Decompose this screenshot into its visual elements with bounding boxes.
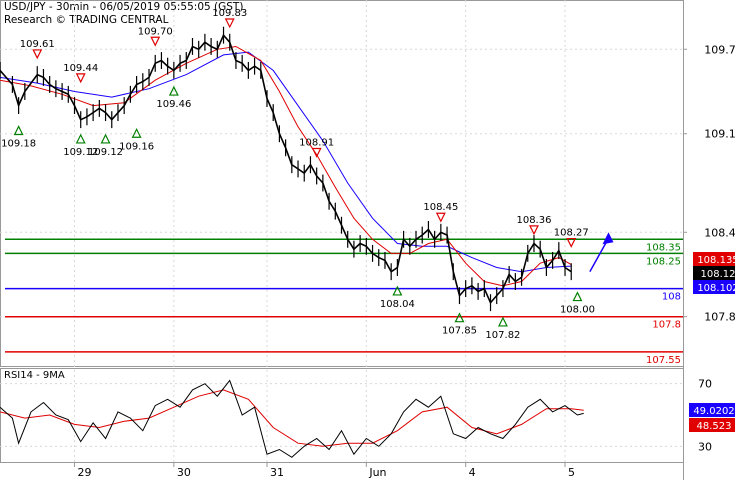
swing-low-label: 109.12	[88, 147, 123, 158]
time-tick-label: 31	[270, 466, 284, 479]
swing-low-label: 108.00	[560, 305, 595, 316]
chart-subtitle: Research © TRADING CENTRAL	[4, 14, 169, 26]
price-tick-label: 108.4	[704, 226, 735, 239]
swing-low-label: 109.18	[1, 138, 36, 149]
swing-high-marker	[32, 49, 43, 60]
swing-low-marker	[497, 316, 508, 327]
swing-low-marker	[75, 133, 86, 144]
swing-high-marker	[566, 237, 577, 248]
swing-high-label: 108.36	[516, 215, 551, 226]
swing-low-marker	[100, 133, 111, 144]
price-tick-label: 109.1	[704, 128, 735, 141]
swing-low-label: 107.82	[485, 330, 520, 341]
time-tick-label: 4	[469, 466, 476, 479]
swing-low-marker	[572, 291, 583, 302]
price-badge-label: 108.135	[697, 255, 735, 266]
swing-high-label: 109.44	[63, 63, 98, 74]
swing-high-label: 109.83	[212, 8, 247, 19]
swing-high-label: 108.45	[423, 202, 458, 213]
rsi-badge-label: 48.523	[697, 421, 732, 432]
level-label: 107.55	[646, 355, 681, 366]
price-tick-label: 107.8	[704, 311, 735, 324]
time-tick-label: 30	[177, 466, 191, 479]
swing-high-marker	[224, 18, 235, 29]
swing-high-marker	[75, 73, 86, 84]
rsi-badge-label: 49.0202	[693, 406, 734, 417]
swing-high-label: 108.27	[554, 228, 589, 239]
price-badge-label: 108.12	[701, 269, 735, 280]
swing-low-marker	[168, 85, 179, 96]
swing-high-marker	[311, 147, 322, 158]
swing-low-label: 108.04	[380, 299, 415, 310]
swing-high-label: 108.91	[299, 137, 334, 148]
level-label: 108.25	[646, 256, 681, 267]
price-badge	[693, 252, 735, 266]
swing-low-label: 109.12	[63, 147, 98, 158]
projection-arrow-shaft	[589, 237, 610, 273]
swing-low-marker	[392, 285, 403, 296]
price-badge	[693, 266, 735, 280]
swing-high-marker	[150, 36, 161, 47]
time-tick-label: 29	[78, 466, 92, 479]
level-label: 108.35	[646, 242, 681, 253]
swing-low-marker	[13, 125, 24, 136]
rsi-badge	[689, 418, 735, 432]
rsi-line	[0, 379, 584, 458]
swing-low-label: 107.85	[442, 326, 477, 337]
time-tick-label: 5	[568, 466, 575, 479]
price-badge	[693, 280, 735, 294]
level-label: 108	[662, 292, 681, 303]
time-tick-label: Jun	[368, 466, 386, 479]
swing-low-marker	[131, 127, 142, 138]
swing-high-marker	[435, 212, 446, 223]
swing-low-label: 109.16	[119, 141, 154, 152]
projection-arrow-head	[602, 232, 614, 245]
swing-low-label: 109.46	[156, 99, 191, 110]
price-tick-label: 109.7	[704, 43, 735, 56]
rsi-panel-title: RSI14 - 9MA	[4, 370, 65, 381]
fast-moving-average	[0, 45, 572, 287]
chart-title: USD/JPY - 30min - 06/05/2019 05:55:05 (G…	[4, 1, 244, 13]
swing-high-marker	[529, 225, 539, 236]
rsi-moving-average	[0, 389, 584, 447]
rsi-panel-frame	[0, 368, 684, 463]
rsi-badge	[689, 403, 735, 417]
slow-moving-average	[0, 51, 572, 273]
price-badge-label: 108.102	[697, 283, 735, 294]
swing-high-label: 109.70	[138, 26, 173, 37]
swing-low-marker	[454, 312, 465, 323]
swing-high-label: 109.61	[20, 39, 55, 50]
rsi-tick-label: 30	[698, 440, 712, 453]
level-label: 107.8	[652, 320, 681, 331]
rsi-tick-label: 70	[698, 378, 712, 391]
